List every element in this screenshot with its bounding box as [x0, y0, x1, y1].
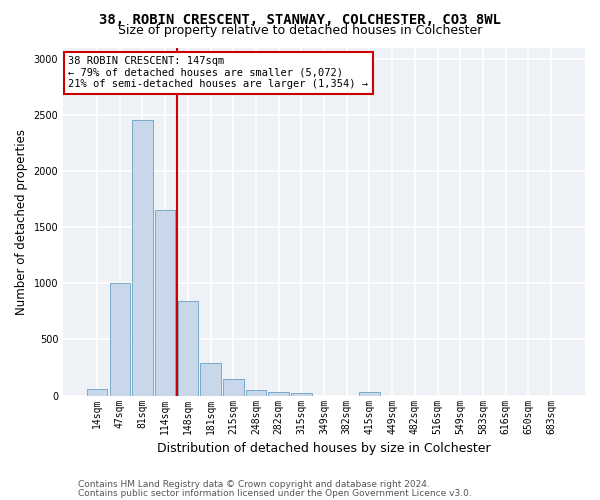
Text: Contains HM Land Registry data © Crown copyright and database right 2024.: Contains HM Land Registry data © Crown c… [78, 480, 430, 489]
Bar [359, 392, 380, 396]
X-axis label: Distribution of detached houses by size in Colchester: Distribution of detached houses by size … [157, 442, 491, 455]
Text: 38 ROBIN CRESCENT: 147sqm
← 79% of detached houses are smaller (5,072)
21% of se: 38 ROBIN CRESCENT: 147sqm ← 79% of detac… [68, 56, 368, 90]
Bar [110, 284, 130, 396]
Bar [132, 120, 153, 396]
Bar [246, 390, 266, 396]
Bar [155, 210, 175, 396]
Bar [223, 380, 244, 396]
Text: Contains public sector information licensed under the Open Government Licence v3: Contains public sector information licen… [78, 489, 472, 498]
Bar [200, 363, 221, 396]
Text: Size of property relative to detached houses in Colchester: Size of property relative to detached ho… [118, 24, 482, 37]
Bar [291, 393, 311, 396]
Bar [178, 302, 198, 396]
Y-axis label: Number of detached properties: Number of detached properties [15, 128, 28, 314]
Text: 38, ROBIN CRESCENT, STANWAY, COLCHESTER, CO3 8WL: 38, ROBIN CRESCENT, STANWAY, COLCHESTER,… [99, 12, 501, 26]
Bar [87, 390, 107, 396]
Bar [268, 392, 289, 396]
